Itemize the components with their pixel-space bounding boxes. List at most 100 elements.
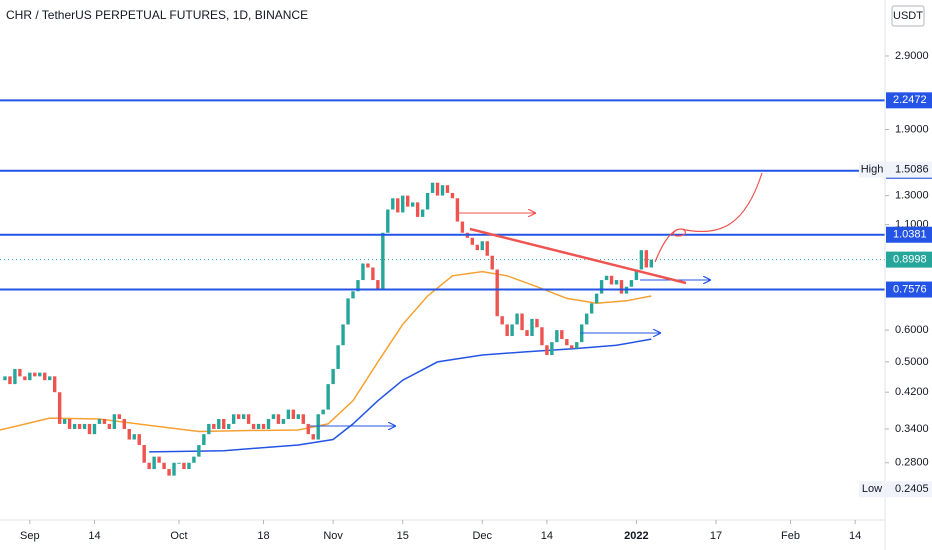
candle-body [604, 275, 609, 281]
axes: 2.90001.90001.30001.10000.60000.50000.42… [20, 50, 932, 542]
candle-body [167, 469, 171, 476]
candle-body [425, 192, 430, 210]
x-tick-label: 17 [710, 530, 722, 542]
candle-body [82, 423, 87, 429]
candle-body [366, 263, 370, 268]
x-tick-label: 14 [88, 530, 100, 542]
candle-body [515, 313, 519, 325]
level-tag [886, 226, 932, 243]
candle-body [306, 423, 310, 435]
candle-body [92, 423, 97, 435]
candle-body [28, 372, 32, 381]
low-name: Low [862, 483, 882, 495]
candle-body [575, 342, 579, 349]
candle-body [445, 185, 450, 193]
last-price-label: 0.8998 [893, 254, 927, 266]
candle-body [311, 434, 315, 440]
candle-body [341, 324, 345, 346]
moving-average [149, 338, 652, 453]
candle-body [589, 303, 594, 314]
projection-curve [654, 172, 763, 263]
candle-body [376, 280, 380, 289]
candle-body [43, 372, 47, 381]
candle-body [127, 428, 131, 440]
candle-body [266, 419, 271, 429]
candle-body [251, 423, 256, 429]
candle-body [122, 419, 126, 429]
candle-body [52, 376, 57, 393]
candle-body [296, 414, 301, 420]
candle-body [410, 202, 415, 207]
low-box [859, 481, 885, 498]
candle-body [326, 384, 330, 410]
y-tick-label: 0.2800 [895, 457, 929, 469]
candle-body [261, 423, 266, 429]
y-tick-label: 0.6000 [895, 324, 929, 336]
high-value: 1.5086 [895, 164, 929, 176]
level-label: 0.7576 [893, 283, 927, 295]
candle-body [520, 313, 524, 331]
candle-body [485, 241, 489, 256]
candle-body [246, 414, 251, 424]
y-tick-label: 2.9000 [895, 50, 929, 62]
last-price-tag [886, 251, 932, 268]
candle-body [470, 237, 475, 245]
high-tag [886, 161, 932, 178]
candle-body [152, 456, 156, 470]
candle-body [132, 434, 136, 440]
candle-body [619, 280, 624, 294]
y-tick-label: 1.9000 [895, 123, 929, 135]
candle-body [177, 462, 181, 464]
candle-body [450, 192, 455, 199]
currency: USDT [893, 10, 923, 22]
candle-body [147, 462, 151, 470]
candle-body [13, 368, 17, 385]
candle-body [227, 423, 231, 429]
candle-body [609, 275, 614, 285]
candle-body [137, 434, 141, 446]
candle-body [23, 376, 27, 381]
candle-body [38, 372, 42, 377]
candle-body [396, 198, 400, 213]
candle-body [500, 316, 504, 325]
y-tick-label: 0.3400 [895, 423, 929, 435]
high-box [859, 161, 885, 178]
candle-body [18, 368, 22, 377]
candle-body [386, 209, 390, 233]
chart-title: CHR / TetherUS PERPETUAL FUTURES, 1D, BI… [6, 8, 308, 22]
candle-body [172, 462, 176, 476]
candle-body [455, 198, 460, 222]
candle-body [540, 327, 544, 346]
candle-body [271, 414, 276, 420]
candle-body [490, 255, 494, 270]
candle-body [48, 376, 52, 381]
x-tick-label: 14 [849, 530, 861, 542]
candle-body [276, 414, 281, 424]
x-tick-label: Dec [472, 530, 492, 542]
candle-body [62, 419, 67, 424]
candle-body [316, 414, 320, 440]
candle-body [57, 392, 62, 424]
low-value: 0.2405 [895, 483, 929, 495]
candle-body [430, 182, 435, 193]
candle-body [629, 280, 634, 287]
candle-body [72, 423, 77, 429]
candle-body [435, 182, 440, 196]
drawings [310, 172, 763, 426]
candle-body [545, 345, 549, 356]
level-label: 2.2472 [893, 94, 927, 106]
moving-average [0, 270, 652, 433]
candle-body [202, 434, 206, 446]
candle-body [599, 280, 604, 294]
low-tag [886, 481, 932, 498]
candle-body [649, 259, 654, 268]
candle-body [381, 232, 385, 289]
candle-body [301, 414, 305, 424]
candle-body [351, 291, 355, 299]
candle-body [197, 445, 201, 457]
candle-body [460, 221, 465, 233]
candle-body [112, 414, 117, 429]
candle-body [415, 202, 420, 217]
